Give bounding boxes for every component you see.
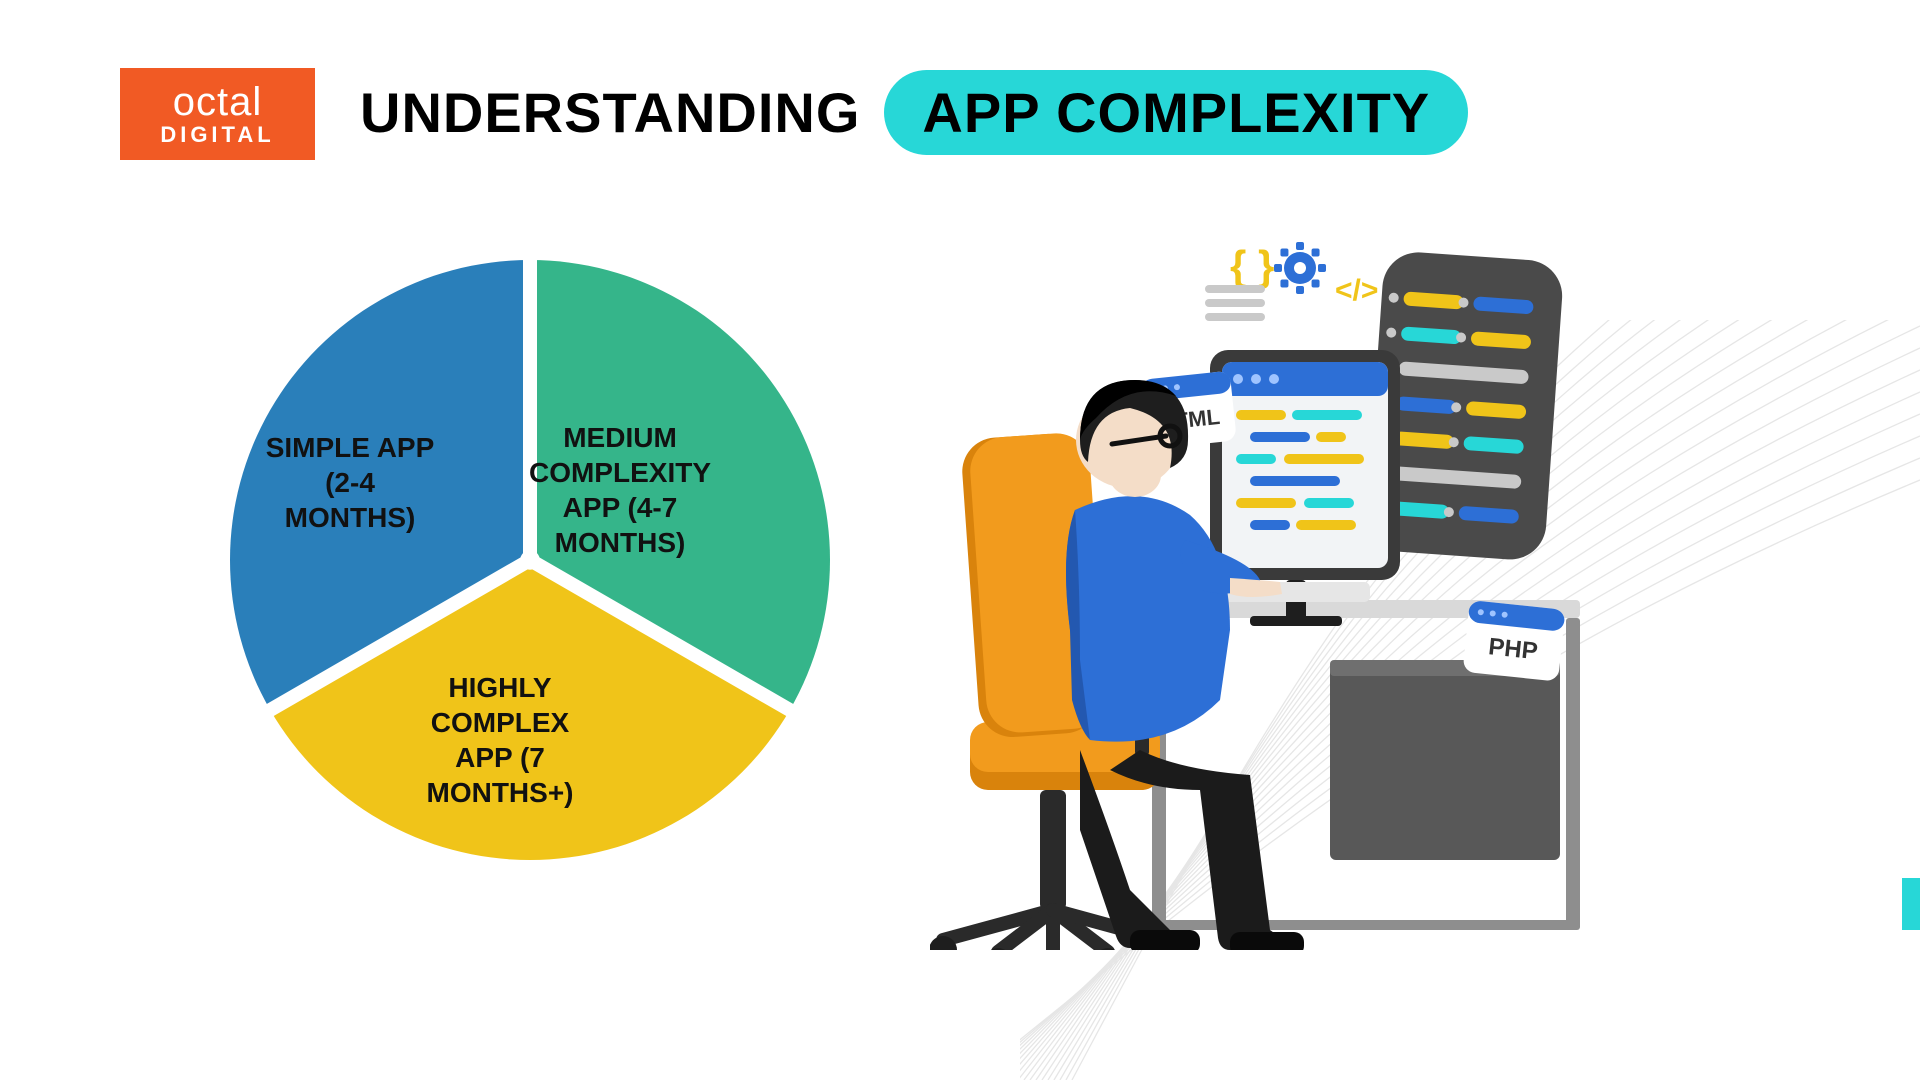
side-accent-tab — [1902, 878, 1920, 930]
page-title: UNDERSTANDING APP COMPLEXITY — [360, 70, 1468, 155]
pie-chart-labels: SIMPLE APP(2-4MONTHS) MEDIUMCOMPLEXITYAPP… — [210, 240, 850, 880]
pie-slice-label: HIGHLYCOMPLEXAPP (7MONTHS+) — [380, 670, 620, 810]
svg-text:PHP: PHP — [1487, 633, 1539, 665]
title-highlight-pill: APP COMPLEXITY — [884, 70, 1468, 155]
developer-illustration: { }</>HTMLPHP — [930, 230, 1650, 950]
svg-text:</>: </> — [1335, 274, 1378, 307]
brand-logo-line1: octal — [173, 82, 263, 122]
title-plain: UNDERSTANDING — [360, 80, 860, 145]
pie-slice-label: MEDIUMCOMPLEXITYAPP (4-7MONTHS) — [500, 420, 740, 560]
infographic-stage: octal DIGITAL UNDERSTANDING APP COMPLEXI… — [0, 0, 1920, 1080]
pie-slice-label: SIMPLE APP(2-4MONTHS) — [230, 430, 470, 535]
developer-illustration-svg: { }</>HTMLPHP — [930, 230, 1650, 950]
pie-chart: SIMPLE APP(2-4MONTHS) MEDIUMCOMPLEXITYAPP… — [210, 240, 850, 880]
brand-logo: octal DIGITAL — [120, 68, 315, 160]
brand-logo-line2: DIGITAL — [160, 124, 274, 146]
svg-text:{ }: { } — [1230, 242, 1274, 289]
